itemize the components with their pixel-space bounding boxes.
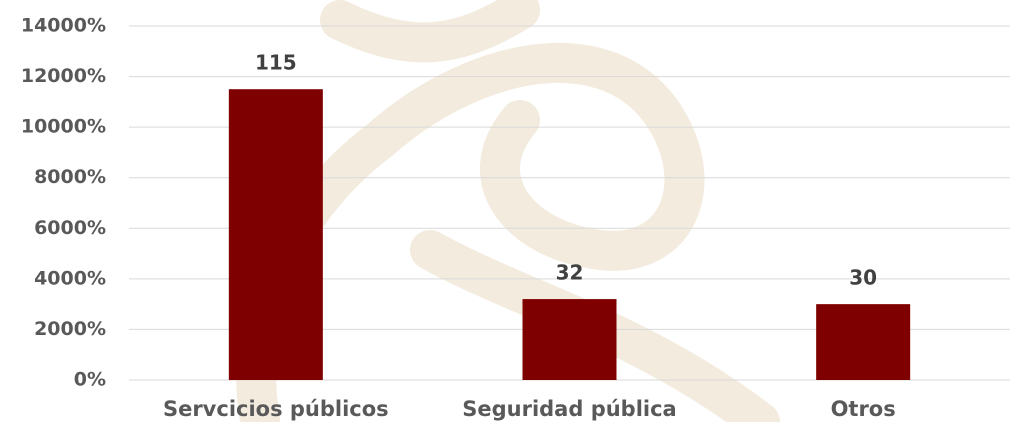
y-tick-label: 2000% xyxy=(34,318,106,340)
bar xyxy=(228,89,323,380)
data-label: 32 xyxy=(556,261,584,285)
y-tick-label: 0% xyxy=(74,369,106,391)
watermark xyxy=(236,0,780,422)
y-tick-label: 8000% xyxy=(34,166,106,188)
watermark-curve xyxy=(320,0,540,63)
x-tick-label: Seguridad pública xyxy=(462,397,676,421)
data-label: 30 xyxy=(849,266,877,290)
x-tick-label: Servcicios públicos xyxy=(163,397,389,421)
y-tick-label: 12000% xyxy=(21,65,106,87)
y-tick-label: 10000% xyxy=(21,116,106,138)
y-tick-label: 14000% xyxy=(21,15,106,37)
bar xyxy=(816,304,911,380)
y-tick-label: 6000% xyxy=(34,217,106,239)
y-tick-label: 4000% xyxy=(34,267,106,289)
bar xyxy=(522,299,617,380)
data-label: 115 xyxy=(255,51,297,75)
x-tick-label: Otros xyxy=(831,397,896,421)
